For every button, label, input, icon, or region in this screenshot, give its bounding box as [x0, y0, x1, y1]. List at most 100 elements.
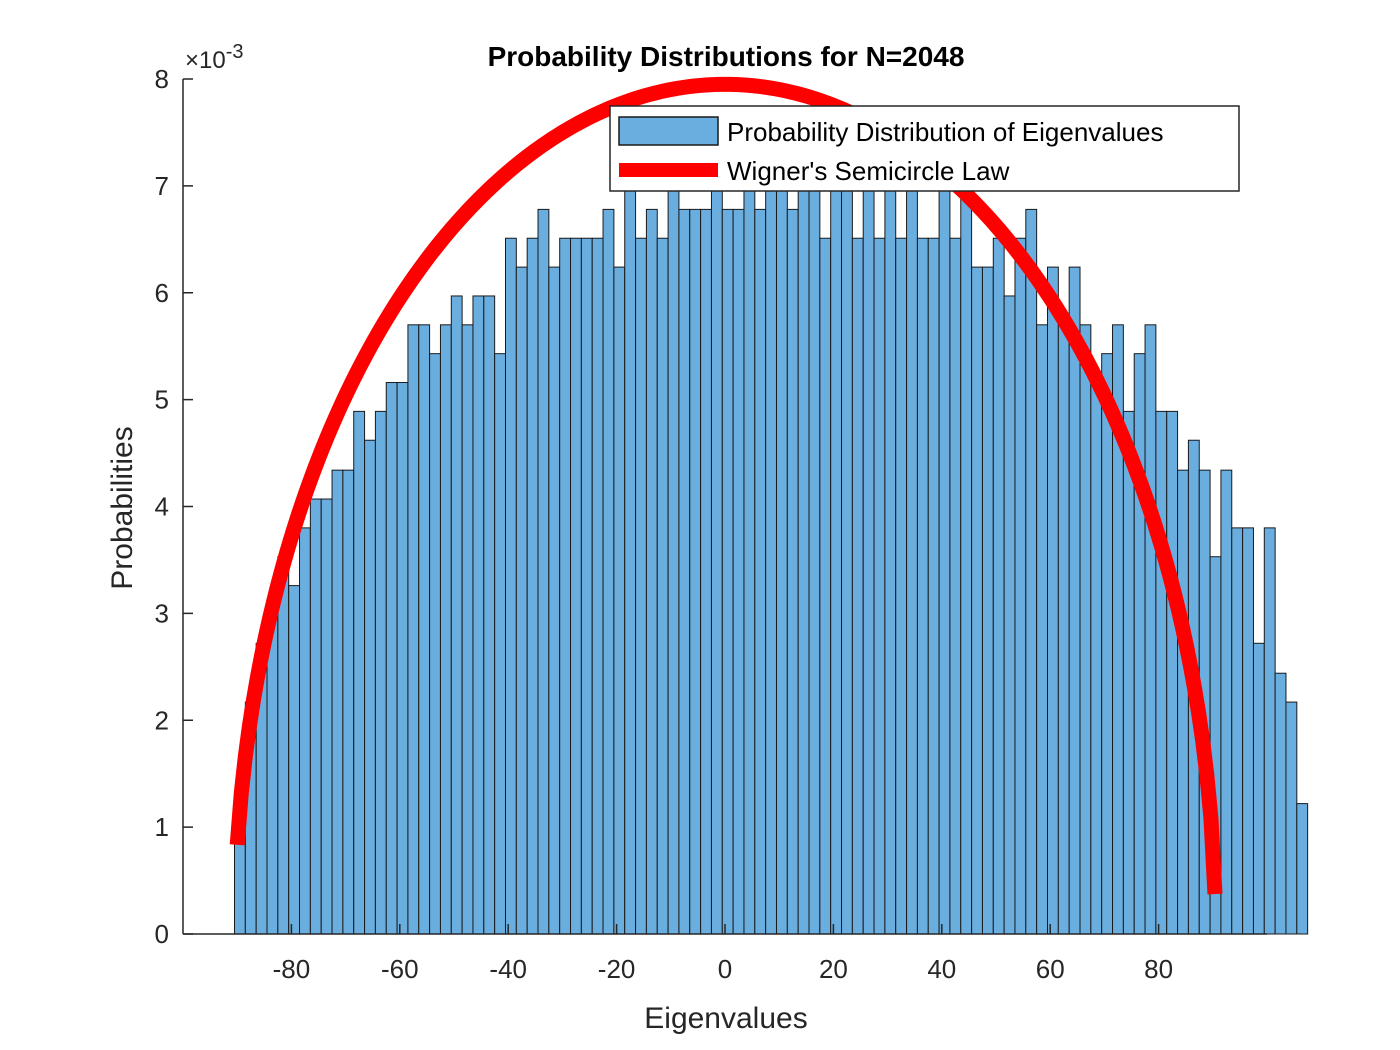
histogram-bar	[916, 237, 929, 935]
histogram-bar	[689, 208, 702, 935]
histogram-bar	[364, 439, 376, 935]
histogram-bar	[353, 410, 366, 935]
histogram-bar	[266, 613, 279, 935]
y-tick-label: 1	[155, 812, 169, 842]
histogram-bar	[1025, 208, 1038, 935]
histogram-bar	[331, 469, 344, 935]
histogram-bar	[797, 178, 810, 935]
y-axis-label: Probabilities	[106, 426, 139, 589]
histogram-bar	[700, 208, 712, 935]
y-tick-label: 6	[155, 278, 169, 308]
x-tick-label: 80	[1144, 954, 1173, 984]
x-tick-label: -40	[489, 954, 527, 984]
histogram-bar	[1036, 324, 1048, 935]
histogram-bar	[570, 237, 582, 935]
histogram-bar	[721, 208, 734, 935]
histogram-bar	[678, 208, 691, 935]
histogram-bar	[841, 178, 853, 935]
histogram-bar	[374, 410, 387, 935]
x-tick-label: -20	[598, 954, 636, 984]
legend-label-histogram: Probability Distribution of Eigenvalues	[727, 117, 1163, 147]
histogram-bar	[960, 178, 973, 935]
histogram-bar	[1177, 469, 1189, 935]
y-axis-exponent-power: -3	[226, 41, 244, 63]
histogram-bar	[786, 208, 799, 935]
histogram-bar	[1014, 237, 1027, 935]
histogram-bar	[645, 208, 658, 935]
histogram-bar	[526, 237, 539, 935]
y-tick-label: 5	[155, 385, 169, 415]
histogram-bar	[1101, 353, 1114, 935]
histogram-bar	[299, 527, 311, 935]
histogram-bar	[1090, 382, 1103, 935]
histogram-bar	[1144, 324, 1157, 935]
legend-swatch-histogram	[618, 116, 719, 146]
histogram-bar	[1133, 353, 1146, 935]
y-axis-exponent: ×10-3	[185, 41, 244, 74]
histogram-bar	[472, 295, 485, 935]
histogram-bar	[1296, 803, 1309, 935]
histogram-bar	[1122, 410, 1135, 935]
y-tick-label: 4	[155, 492, 169, 522]
histogram-bar	[873, 237, 886, 935]
histogram-bar	[830, 178, 843, 935]
y-axis-exponent-base: ×10	[185, 47, 226, 74]
histogram-bar	[819, 237, 832, 935]
y-tick-label: 2	[155, 705, 169, 735]
histogram-bar	[754, 208, 767, 935]
histogram-bar	[851, 237, 864, 935]
histogram-bar	[862, 178, 875, 935]
histogram-bar	[613, 266, 626, 935]
histogram-bar	[1046, 266, 1059, 935]
histogram-bar	[1057, 324, 1070, 935]
histogram-bar	[1220, 469, 1233, 935]
histogram-bar	[1242, 527, 1254, 935]
histogram-bar	[439, 324, 452, 935]
histogram-bar	[656, 237, 669, 935]
histogram-bar	[710, 174, 723, 935]
histogram-bar	[580, 237, 593, 935]
histogram-bar	[548, 266, 561, 935]
histogram-bar	[981, 266, 994, 935]
histogram-bar	[591, 237, 604, 935]
histogram-bar	[1079, 324, 1092, 935]
chart-title: Probability Distributions for N=2048	[488, 41, 965, 72]
histogram-bar	[667, 174, 680, 935]
semicircle-curve	[229, 76, 1223, 895]
histogram-bar	[732, 208, 745, 935]
histogram-bar	[233, 831, 246, 935]
y-tick-label: 3	[155, 598, 169, 628]
histogram-bar	[1166, 410, 1179, 935]
histogram-bar	[765, 178, 777, 935]
histogram-bar	[992, 237, 1005, 935]
histogram-bar	[559, 237, 572, 935]
x-tick-label: 20	[819, 954, 848, 984]
legend-label-curve: Wigner's Semicircle Law	[727, 156, 1010, 186]
histogram-bar	[884, 178, 897, 935]
x-tick-label: 60	[1036, 954, 1065, 984]
histogram-bar	[407, 324, 420, 935]
y-tick-label: 0	[155, 919, 169, 949]
histogram-bar	[624, 150, 637, 935]
histogram-bar	[537, 208, 550, 935]
histogram-bar	[949, 237, 962, 935]
histogram-bar	[906, 178, 918, 935]
x-axis-label: Eigenvalues	[644, 1002, 807, 1035]
histogram-bar	[971, 266, 983, 935]
histogram-bar	[1231, 527, 1244, 935]
histogram-bar	[938, 178, 951, 935]
histogram-bar	[927, 237, 940, 935]
histogram-bar	[288, 585, 301, 935]
histogram-bar	[743, 174, 756, 935]
histogram-bar	[461, 324, 474, 935]
x-tick-label: -60	[381, 954, 419, 984]
histogram-bar	[504, 237, 517, 935]
histogram-bar	[515, 266, 528, 935]
histogram-bar	[342, 469, 355, 935]
histogram-bar	[775, 178, 788, 935]
y-tick-label: 8	[155, 64, 169, 94]
histogram-bar	[808, 178, 821, 935]
histogram-bar	[429, 353, 441, 935]
histogram-bar	[1068, 266, 1081, 935]
